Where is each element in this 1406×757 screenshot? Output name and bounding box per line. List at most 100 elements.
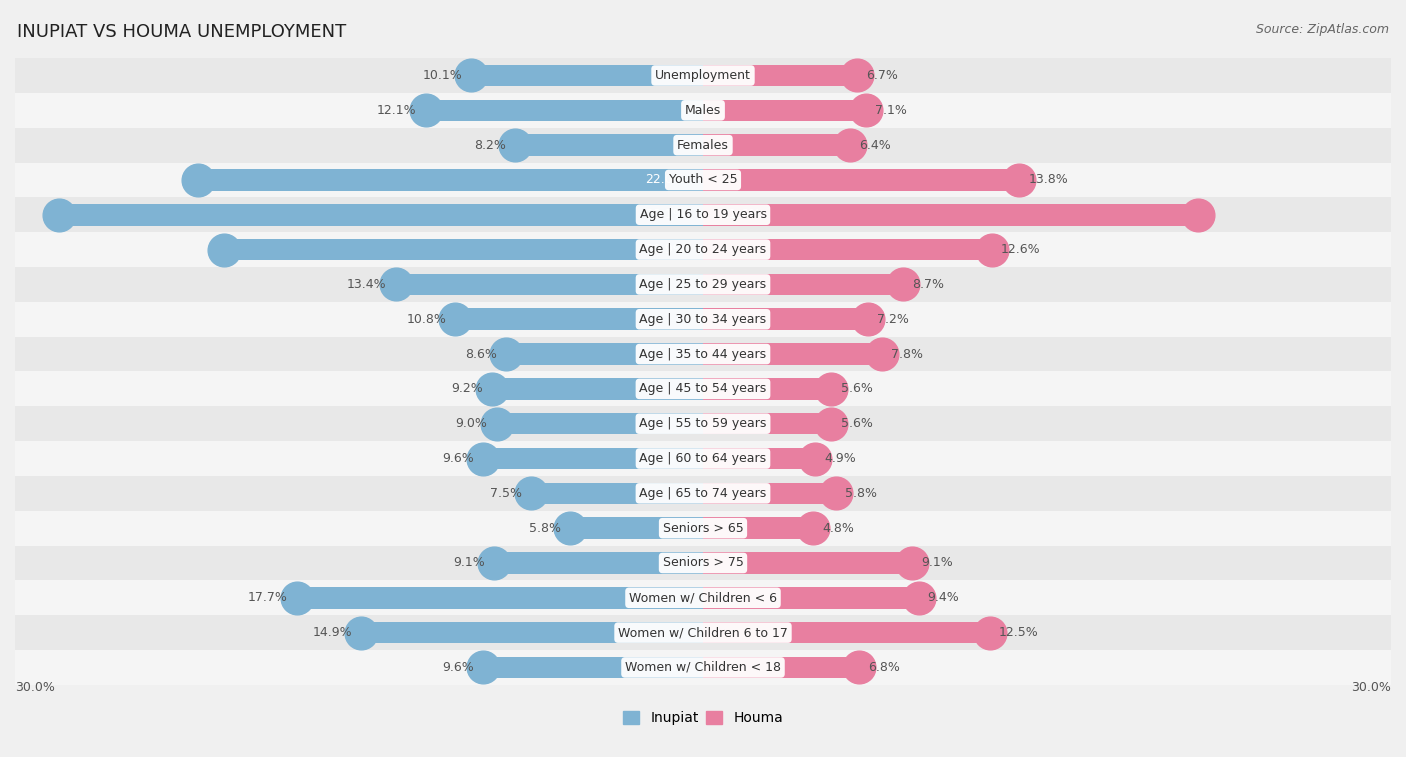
Text: Seniors > 75: Seniors > 75 bbox=[662, 556, 744, 569]
Bar bbox=[482, 447, 703, 469]
Bar bbox=[456, 308, 703, 330]
Bar bbox=[15, 581, 1391, 615]
Text: Youth < 25: Youth < 25 bbox=[669, 173, 737, 186]
Bar bbox=[395, 273, 703, 295]
Text: Seniors > 65: Seniors > 65 bbox=[662, 522, 744, 534]
Text: 7.5%: 7.5% bbox=[489, 487, 522, 500]
Text: 28.1%: 28.1% bbox=[645, 208, 685, 221]
Bar bbox=[224, 238, 703, 260]
Text: 20.9%: 20.9% bbox=[645, 243, 685, 256]
Bar bbox=[703, 552, 911, 574]
Bar bbox=[506, 343, 703, 365]
Text: Age | 20 to 24 years: Age | 20 to 24 years bbox=[640, 243, 766, 256]
Text: 22.0%: 22.0% bbox=[645, 173, 685, 186]
Text: 21.6%: 21.6% bbox=[721, 208, 761, 221]
Bar bbox=[703, 308, 868, 330]
Bar bbox=[703, 447, 815, 469]
Bar bbox=[15, 650, 1391, 685]
Text: 14.9%: 14.9% bbox=[312, 626, 352, 639]
Bar bbox=[15, 163, 1391, 198]
Text: 10.1%: 10.1% bbox=[422, 69, 463, 82]
Bar bbox=[492, 378, 703, 400]
Bar bbox=[703, 134, 849, 156]
Text: INUPIAT VS HOUMA UNEMPLOYMENT: INUPIAT VS HOUMA UNEMPLOYMENT bbox=[17, 23, 346, 41]
Text: 6.8%: 6.8% bbox=[868, 661, 900, 674]
Text: Unemployment: Unemployment bbox=[655, 69, 751, 82]
Bar bbox=[703, 378, 831, 400]
Bar bbox=[495, 552, 703, 574]
Bar bbox=[15, 198, 1391, 232]
Bar bbox=[15, 372, 1391, 407]
Text: 4.8%: 4.8% bbox=[823, 522, 853, 534]
Bar bbox=[531, 482, 703, 504]
Text: 6.7%: 6.7% bbox=[866, 69, 897, 82]
Bar bbox=[15, 58, 1391, 93]
Text: Age | 65 to 74 years: Age | 65 to 74 years bbox=[640, 487, 766, 500]
Text: Age | 60 to 64 years: Age | 60 to 64 years bbox=[640, 452, 766, 465]
Text: 10.8%: 10.8% bbox=[406, 313, 446, 326]
Bar bbox=[15, 128, 1391, 163]
Bar bbox=[703, 64, 856, 86]
Bar bbox=[297, 587, 703, 609]
Text: 5.6%: 5.6% bbox=[841, 417, 873, 430]
Text: 30.0%: 30.0% bbox=[1351, 681, 1391, 694]
Legend: Inupiat, Houma: Inupiat, Houma bbox=[617, 706, 789, 731]
Bar bbox=[703, 413, 831, 435]
Text: 17.7%: 17.7% bbox=[247, 591, 288, 604]
Bar bbox=[15, 407, 1391, 441]
Text: 9.2%: 9.2% bbox=[451, 382, 482, 395]
Bar bbox=[15, 615, 1391, 650]
Bar bbox=[471, 64, 703, 86]
Bar bbox=[15, 232, 1391, 267]
Bar bbox=[569, 517, 703, 539]
Text: 13.4%: 13.4% bbox=[347, 278, 387, 291]
Text: 12.6%: 12.6% bbox=[1001, 243, 1040, 256]
Text: 9.1%: 9.1% bbox=[453, 556, 485, 569]
Text: 30.0%: 30.0% bbox=[15, 681, 55, 694]
Text: Women w/ Children < 6: Women w/ Children < 6 bbox=[628, 591, 778, 604]
Text: Age | 16 to 19 years: Age | 16 to 19 years bbox=[640, 208, 766, 221]
Text: 5.6%: 5.6% bbox=[841, 382, 873, 395]
Text: Source: ZipAtlas.com: Source: ZipAtlas.com bbox=[1256, 23, 1389, 36]
Text: 7.8%: 7.8% bbox=[891, 347, 924, 360]
Text: 9.0%: 9.0% bbox=[456, 417, 488, 430]
Bar bbox=[198, 169, 703, 191]
Bar bbox=[482, 656, 703, 678]
Bar bbox=[703, 343, 882, 365]
Text: Age | 25 to 29 years: Age | 25 to 29 years bbox=[640, 278, 766, 291]
Bar bbox=[703, 273, 903, 295]
Text: 12.5%: 12.5% bbox=[998, 626, 1039, 639]
Bar bbox=[703, 517, 813, 539]
Bar bbox=[15, 93, 1391, 128]
Bar bbox=[15, 302, 1391, 337]
Text: 9.4%: 9.4% bbox=[928, 591, 959, 604]
Bar bbox=[703, 482, 837, 504]
Text: 5.8%: 5.8% bbox=[845, 487, 877, 500]
Text: Age | 30 to 34 years: Age | 30 to 34 years bbox=[640, 313, 766, 326]
Bar bbox=[703, 587, 918, 609]
Text: Age | 35 to 44 years: Age | 35 to 44 years bbox=[640, 347, 766, 360]
Bar bbox=[15, 337, 1391, 372]
Text: 4.9%: 4.9% bbox=[824, 452, 856, 465]
Bar bbox=[703, 204, 1198, 226]
Text: Women w/ Children < 18: Women w/ Children < 18 bbox=[626, 661, 780, 674]
Text: 9.6%: 9.6% bbox=[441, 661, 474, 674]
Text: Females: Females bbox=[678, 139, 728, 151]
Text: 5.8%: 5.8% bbox=[529, 522, 561, 534]
Text: Males: Males bbox=[685, 104, 721, 117]
Bar bbox=[15, 441, 1391, 476]
Bar bbox=[703, 169, 1019, 191]
Text: 8.6%: 8.6% bbox=[465, 347, 496, 360]
Text: 6.4%: 6.4% bbox=[859, 139, 890, 151]
Bar bbox=[703, 621, 990, 643]
Bar bbox=[15, 267, 1391, 302]
Text: 12.1%: 12.1% bbox=[377, 104, 416, 117]
Bar bbox=[15, 476, 1391, 511]
Bar bbox=[703, 99, 866, 121]
Bar bbox=[703, 238, 993, 260]
Bar bbox=[426, 99, 703, 121]
Bar bbox=[59, 204, 703, 226]
Text: Age | 45 to 54 years: Age | 45 to 54 years bbox=[640, 382, 766, 395]
Text: 9.1%: 9.1% bbox=[921, 556, 953, 569]
Text: 8.7%: 8.7% bbox=[911, 278, 943, 291]
